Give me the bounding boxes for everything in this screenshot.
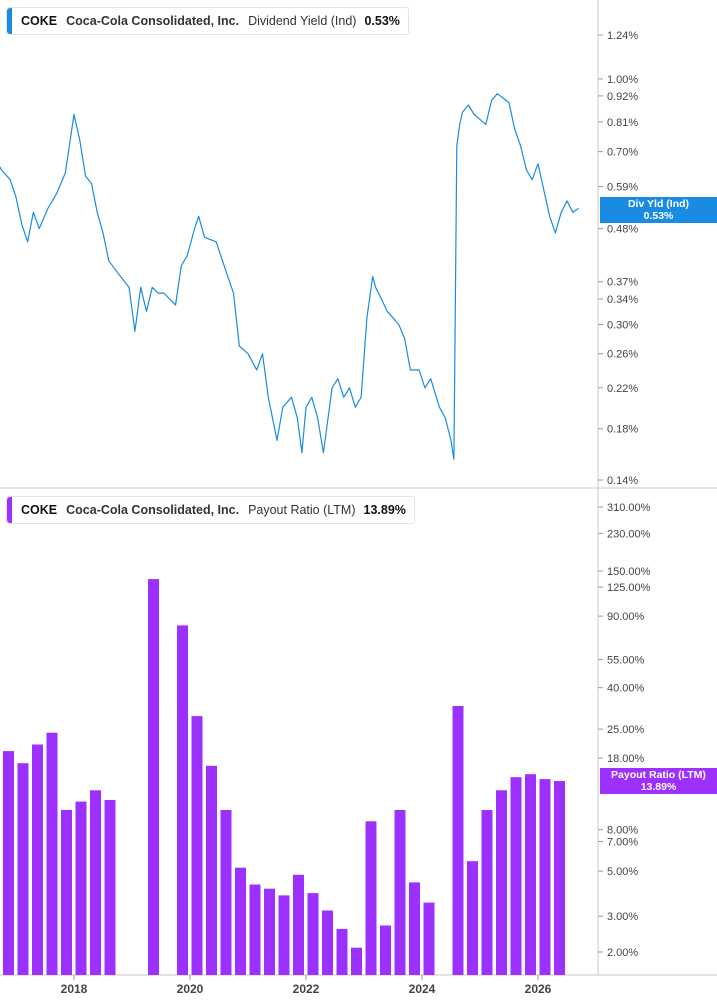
tag-value: 13.89% — [640, 781, 677, 793]
payout-ratio-bar — [539, 779, 551, 975]
y-tick-label: 0.26% — [607, 349, 638, 361]
payout-ratio-bar — [467, 861, 478, 975]
x-tick-label: 2022 — [293, 982, 320, 996]
y-tick-label: 0.48% — [607, 224, 638, 236]
payout-ratio-bar — [351, 947, 362, 975]
y-tick-label: 5.00% — [607, 866, 638, 878]
y-tick-label: 150.00% — [607, 566, 651, 578]
payout-ratio-bar — [235, 867, 246, 975]
y-tick-label: 7.00% — [607, 836, 638, 848]
y-tick-label: 125.00% — [607, 582, 651, 594]
payout-ratio-bar — [206, 765, 217, 975]
tag-label: Payout Ratio (LTM) — [611, 769, 706, 781]
y-tick-label: 0.22% — [607, 383, 638, 395]
series-color-swatch — [7, 8, 12, 34]
x-tick-label: 2024 — [409, 982, 436, 996]
payout-ratio-bar — [322, 910, 333, 975]
legend-company: Coca-Cola Consolidated, Inc. — [66, 503, 240, 517]
payout-ratio-bar — [61, 810, 72, 975]
x-tick-label: 2026 — [525, 982, 552, 996]
payout-ratio-bar — [264, 888, 275, 975]
payout-ratio-bar — [423, 902, 435, 975]
y-tick-label: 25.00% — [607, 724, 645, 736]
payout-ratio-bar — [75, 801, 87, 975]
payout-ratio-bar — [394, 810, 406, 975]
payout-ratio-bar — [177, 625, 188, 975]
y-tick-label: 1.00% — [607, 74, 638, 86]
y-tick-label: 40.00% — [607, 683, 645, 695]
payout-ratio-bar — [365, 821, 377, 975]
legend-value: 13.89% — [363, 503, 406, 517]
payout-ratio-bar — [307, 893, 319, 975]
payout-ratio-bar — [380, 925, 391, 975]
y-tick-label: 1.24% — [607, 30, 638, 42]
tag-label: Div Yld (Ind) — [627, 198, 690, 210]
payout-ratio-bar — [17, 763, 29, 975]
legend-company: Coca-Cola Consolidated, Inc. — [66, 14, 240, 28]
dividend-yield-value-tag: Div Yld (Ind) 0.53% — [600, 197, 717, 223]
y-tick-label: 0.14% — [607, 475, 638, 487]
y-tick-label: 0.18% — [607, 424, 638, 436]
y-tick-label: 0.92% — [607, 91, 638, 103]
y-tick-label: 18.00% — [607, 753, 645, 765]
y-tick-label: 230.00% — [607, 528, 651, 540]
payout-ratio-bar — [409, 882, 420, 975]
payout-ratio-bar — [191, 716, 203, 975]
legend-ticker: COKE — [21, 14, 58, 28]
payout-ratio-bar — [46, 732, 58, 975]
legend-value: 0.53% — [364, 14, 400, 28]
y-tick-label: 310.00% — [607, 502, 651, 514]
payout-ratio-bar — [496, 790, 507, 975]
payout-ratio-bar — [293, 874, 304, 975]
y-tick-label: 0.37% — [607, 277, 638, 289]
dividend-yield-series — [0, 93, 579, 460]
y-tick-label: 3.00% — [607, 911, 638, 923]
y-tick-label: 0.30% — [607, 320, 638, 332]
dividend-yield-line — [0, 93, 579, 460]
dividend-yield-legend[interactable]: COKE Coca-Cola Consolidated, Inc. Divide… — [6, 7, 409, 35]
series-color-swatch — [7, 497, 12, 523]
dividend-yield-y-axis: 1.24% 1.00% 0.92% 0.81% 0.70% 0.59% 0.48% 0.37%… — [598, 30, 638, 487]
payout-ratio-bar — [90, 790, 101, 975]
x-tick-label: 2018 — [61, 982, 88, 996]
payout-ratio-bar — [3, 751, 14, 975]
y-tick-label: 2.00% — [607, 947, 638, 959]
y-tick-label: 8.00% — [607, 825, 638, 837]
y-tick-label: 90.00% — [607, 611, 645, 623]
payout-ratio-bar — [148, 579, 159, 975]
payout-ratio-value-tag: Payout Ratio (LTM) 13.89% — [600, 768, 717, 794]
tag-value: 0.53% — [643, 210, 674, 222]
payout-ratio-bar — [525, 774, 536, 975]
payout-ratio-bar — [104, 800, 116, 975]
payout-ratio-y-axis: 310.00% 230.00% 150.00% 125.00% 90.00% 55.00%… — [598, 502, 651, 959]
y-tick-label: 0.70% — [607, 147, 638, 159]
payout-ratio-bar — [452, 706, 464, 975]
legend-metric: Dividend Yield (Ind) — [248, 14, 357, 28]
payout-ratio-bar — [249, 884, 261, 975]
y-tick-label: 0.59% — [607, 182, 638, 194]
payout-ratio-bar — [278, 895, 290, 975]
payout-ratio-bar — [510, 777, 522, 975]
payout-ratio-bar — [554, 781, 565, 975]
y-tick-label: 0.34% — [607, 294, 638, 306]
x-axis: 2018 2020 2022 2024 2026 — [61, 975, 552, 996]
y-tick-label: 0.81% — [607, 117, 638, 129]
payout-ratio-bar — [32, 744, 43, 975]
payout-ratio-legend[interactable]: COKE Coca-Cola Consolidated, Inc. Payout… — [6, 496, 415, 524]
payout-ratio-bar — [220, 810, 232, 975]
x-tick-label: 2020 — [177, 982, 204, 996]
legend-ticker: COKE — [21, 503, 58, 517]
payout-ratio-series — [3, 579, 565, 975]
legend-metric: Payout Ratio (LTM) — [248, 503, 356, 517]
y-tick-label: 55.00% — [607, 655, 645, 667]
payout-ratio-bar — [336, 928, 348, 975]
payout-ratio-bar — [481, 810, 493, 975]
